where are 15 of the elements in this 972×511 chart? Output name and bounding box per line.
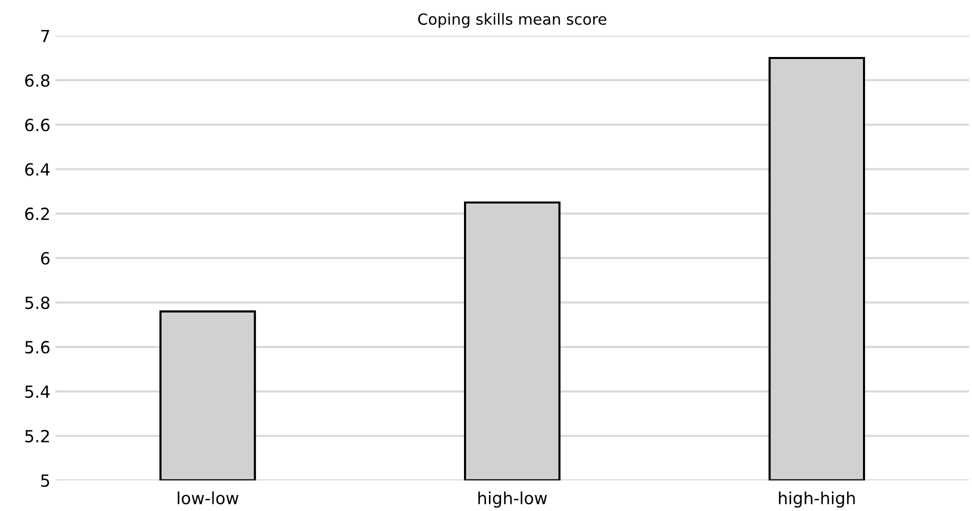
- y-tick-label: 6: [41, 252, 50, 265]
- y-tick-label: 5.6: [25, 340, 50, 354]
- y-tick-label: 6.8: [25, 74, 50, 87]
- y-tick-label: 5.2: [25, 430, 49, 442]
- y-tick-label: 5.8: [25, 296, 50, 310]
- y-tick-label: 5: [41, 474, 50, 487]
- y-tick-label: 7: [41, 30, 50, 42]
- y-tick-label: 5.4: [25, 386, 50, 398]
- y-tick-label: 6.6: [25, 118, 50, 132]
- y-tick-label: 6.4: [25, 163, 50, 176]
- x-tick-label: high-low: [478, 491, 547, 508]
- y-tick-label: 6.2: [25, 208, 49, 220]
- x-tick-label: low-low: [178, 491, 238, 504]
- chart-title: Coping skills mean score: [418, 13, 606, 28]
- x-tick-label: high-high: [778, 491, 855, 508]
